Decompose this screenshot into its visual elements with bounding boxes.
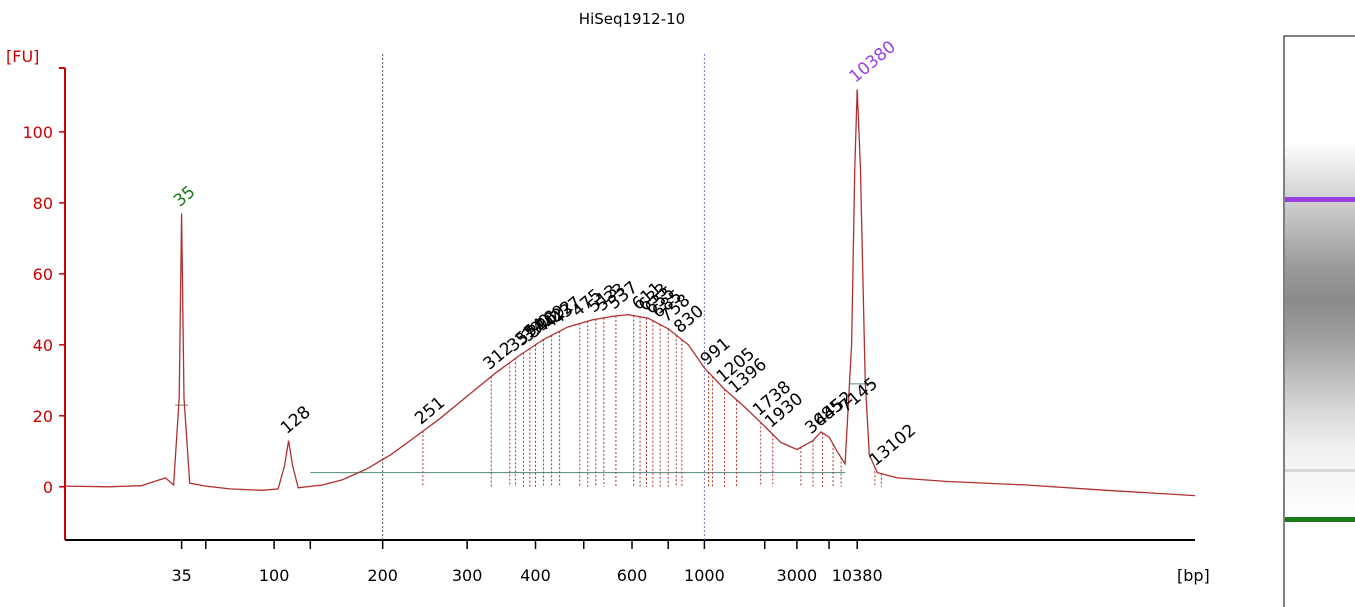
- x-tick-label: 3000: [777, 566, 818, 585]
- peak-label: 7145: [836, 374, 882, 417]
- x-tick-label: 35: [171, 566, 191, 585]
- series-trace: [64, 89, 1196, 497]
- y-tick-label: 40: [33, 336, 53, 355]
- gel-lane: [1283, 35, 1355, 607]
- x-tick-label: 400: [520, 566, 551, 585]
- series-line: [64, 89, 1196, 497]
- x-tick-label: 600: [617, 566, 648, 585]
- gel-upper-marker-band: [1285, 197, 1355, 202]
- x-tick-label: 300: [452, 566, 483, 585]
- y-axis: 0 20 40 60 80 100: [22, 123, 65, 497]
- peak-boundary-lines: [422, 315, 882, 487]
- y-tick-label: 20: [33, 407, 53, 426]
- x-tick-label: 10380: [832, 566, 883, 585]
- peak-label: 251: [411, 393, 449, 429]
- y-axis-label: [FU]: [6, 47, 39, 66]
- x-axis-label: [bp]: [1177, 566, 1210, 585]
- peak-label: 35: [170, 182, 199, 211]
- peak-label: 13102: [866, 420, 920, 470]
- y-tick-label: 0: [43, 478, 53, 497]
- peak-label: 10380: [846, 37, 900, 87]
- gel-band-faint: [1285, 469, 1355, 472]
- peak-label: 128: [277, 402, 315, 438]
- plot-frame: [59, 67, 1195, 541]
- peak-baselines: [175, 383, 874, 474]
- chart-title: HiSeq1912-10: [579, 10, 685, 28]
- x-axis: 35 100 200 300 400 600 1000 3000 10380: [171, 540, 883, 585]
- y-tick-label: 80: [33, 194, 53, 213]
- x-tick-label: 1000: [684, 566, 725, 585]
- gel-lane-smear: [1285, 60, 1355, 572]
- x-tick-label: 100: [259, 566, 290, 585]
- gel-lower-marker-band: [1285, 517, 1355, 522]
- y-tick-label: 100: [22, 123, 53, 142]
- y-tick-label: 60: [33, 265, 53, 284]
- x-tick-label: 200: [367, 566, 398, 585]
